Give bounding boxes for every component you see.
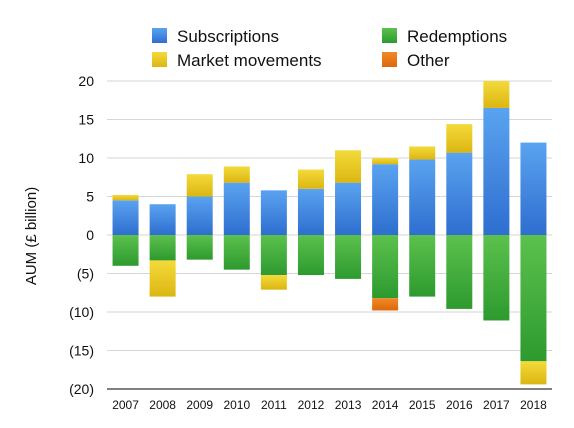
bar-redemptions-2018 [520,235,547,362]
bar-subscriptions-2014 [372,164,399,235]
bars [112,81,547,385]
x-tick-label: 2012 [298,398,325,412]
y-tick-label: 0 [86,227,94,243]
y-tick-label: 20 [78,73,94,89]
x-axis-ticks: 2007 2008 2009 2010 2011 2012 2013 2014 2015 2016… [112,398,547,412]
bar-subscriptions-2012 [297,188,324,235]
legend-label-other: Other [407,51,450,70]
bar-subscriptions-2008 [149,204,176,235]
bar-redemptions-2009 [186,235,213,260]
bar-redemptions-2008 [149,235,176,261]
bar-redemptions-2012 [297,235,324,276]
x-tick-label: 2018 [520,398,547,412]
legend-swatch-market-movements [152,52,167,67]
bar-redemptions-2015 [409,235,436,297]
y-tick-label: (5) [77,266,94,282]
bar-redemptions-2016 [446,235,473,309]
y-axis-label: AUM (£ billion) [23,187,40,285]
y-tick-label: 10 [78,150,94,166]
y-tick-label: (15) [69,343,94,359]
bar-market-movements-2010 [223,166,250,183]
bar-market-movements-2011 [260,275,287,290]
x-tick-label: 2015 [409,398,436,412]
bar-subscriptions-2017 [483,107,510,235]
bar-subscriptions-2010 [223,182,250,235]
x-tick-label: 2011 [261,398,287,412]
bar-other-2014 [372,298,399,311]
gridlines [107,80,552,390]
bar-market-movements-2014 [372,158,399,165]
bar-market-movements-2015 [409,146,436,160]
bar-market-movements-2017 [483,81,510,108]
x-tick-label: 2007 [112,398,139,412]
bar-market-movements-2008 [149,260,176,297]
bar-subscriptions-2011 [260,190,287,235]
bar-redemptions-2007 [112,235,139,266]
bar-subscriptions-2013 [335,182,362,235]
bar-market-movements-2013 [335,150,362,183]
y-axis-ticks: 20 15 10 5 0 (5) (10) (15) (20) [69,73,94,397]
bar-market-movements-2007 [112,194,139,201]
bar-redemptions-2017 [483,235,510,321]
y-tick-label: 15 [78,112,94,128]
x-tick-label: 2009 [186,398,213,412]
y-tick-label: 5 [86,189,94,205]
x-tick-label: 2016 [446,398,473,412]
bar-redemptions-2013 [335,235,362,279]
x-tick-label: 2014 [372,398,399,412]
legend-swatch-subscriptions [152,28,167,43]
legend: Subscriptions Redemptions Market movements… [152,27,507,70]
bar-redemptions-2011 [260,235,287,276]
x-tick-label: 2008 [149,398,176,412]
bar-market-movements-2009 [186,174,213,197]
bar-subscriptions-2015 [409,159,436,235]
legend-label-market-movements: Market movements [177,51,322,70]
bar-subscriptions-2007 [112,200,139,235]
bar-market-movements-2018 [520,361,547,385]
y-tick-label: (20) [69,381,94,397]
bar-market-movements-2016 [446,124,473,153]
x-tick-label: 2010 [223,398,250,412]
legend-label-redemptions: Redemptions [407,27,507,46]
bar-subscriptions-2009 [186,196,213,235]
x-tick-label: 2013 [335,398,362,412]
x-tick-label: 2017 [483,398,510,412]
bar-redemptions-2010 [223,235,250,270]
legend-swatch-other [382,52,397,67]
legend-label-subscriptions: Subscriptions [177,27,279,46]
bar-redemptions-2014 [372,235,399,299]
bar-subscriptions-2016 [446,152,473,235]
y-tick-label: (10) [69,304,94,320]
bar-subscriptions-2018 [520,142,547,235]
legend-swatch-redemptions [382,28,397,43]
bar-market-movements-2012 [297,169,324,189]
